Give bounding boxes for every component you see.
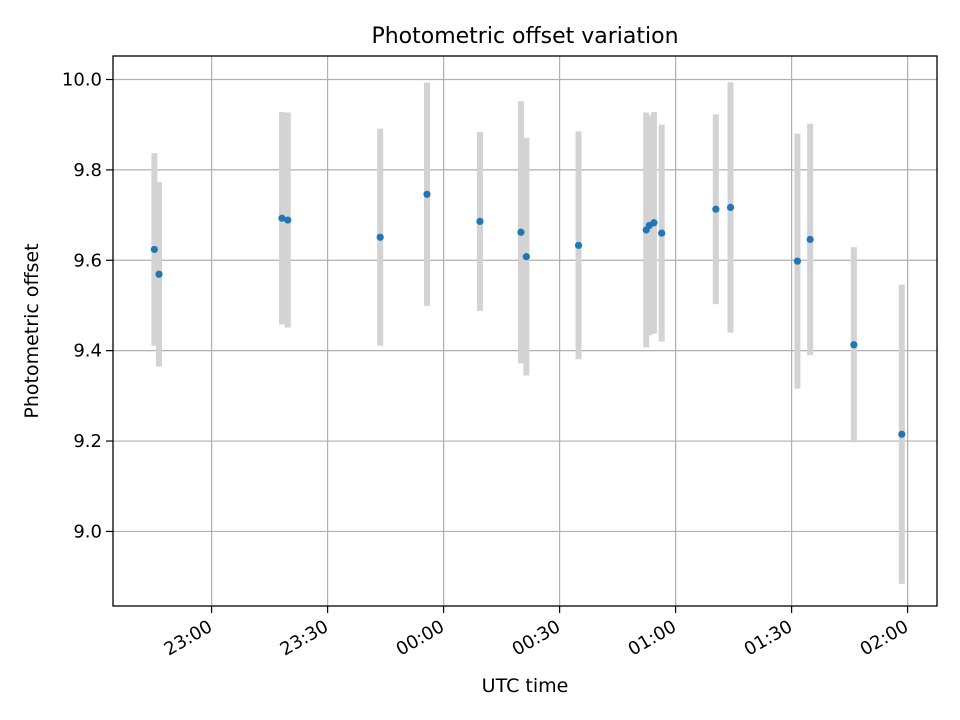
x-axis-label: UTC time — [482, 675, 569, 697]
y-tick-label: 10.0 — [62, 70, 102, 91]
x-tick-label: 01:00 — [625, 616, 680, 660]
data-point — [517, 228, 525, 236]
y-tick-label: 9.0 — [73, 521, 102, 542]
data-point — [658, 229, 666, 237]
x-tick-label: 02:00 — [857, 616, 912, 660]
y-tick-label: 9.8 — [73, 160, 102, 181]
data-point — [155, 270, 163, 278]
data-point — [476, 217, 484, 226]
x-tick-label: 23:30 — [277, 616, 332, 660]
plot-frame — [112, 55, 938, 607]
data-point — [278, 214, 286, 222]
y-axis-label: Photometric offset — [21, 243, 43, 418]
data-point — [712, 205, 720, 213]
x-axis-ticks: 23:00 23:30 00:00 00:30 01:00 01:30 02:00 — [161, 606, 912, 660]
y-tick-label: 9.4 — [73, 341, 102, 362]
data-point — [850, 341, 858, 349]
data-point — [650, 219, 658, 227]
data-point — [284, 216, 292, 224]
data-points — [150, 190, 906, 438]
data-point — [376, 233, 384, 241]
y-tick-label: 9.6 — [73, 250, 102, 271]
data-point — [793, 257, 802, 265]
data-point — [150, 245, 158, 254]
data-point — [574, 241, 583, 249]
y-tick-label: 9.2 — [73, 431, 102, 452]
data-point — [726, 203, 735, 211]
data-point — [806, 235, 814, 244]
x-tick-label: 01:30 — [741, 616, 796, 660]
x-tick-label: 00:00 — [393, 616, 448, 660]
data-point — [898, 430, 906, 438]
error-bars — [151, 82, 905, 584]
y-axis-ticks: 9.0 9.2 9.4 9.6 9.8 10.0 — [62, 70, 113, 542]
x-tick-label: 00:30 — [509, 616, 564, 660]
x-tick-label: 23:00 — [161, 616, 216, 660]
chart-title: Photometric offset variation — [371, 24, 678, 49]
data-point — [423, 190, 431, 198]
data-point — [522, 253, 530, 261]
